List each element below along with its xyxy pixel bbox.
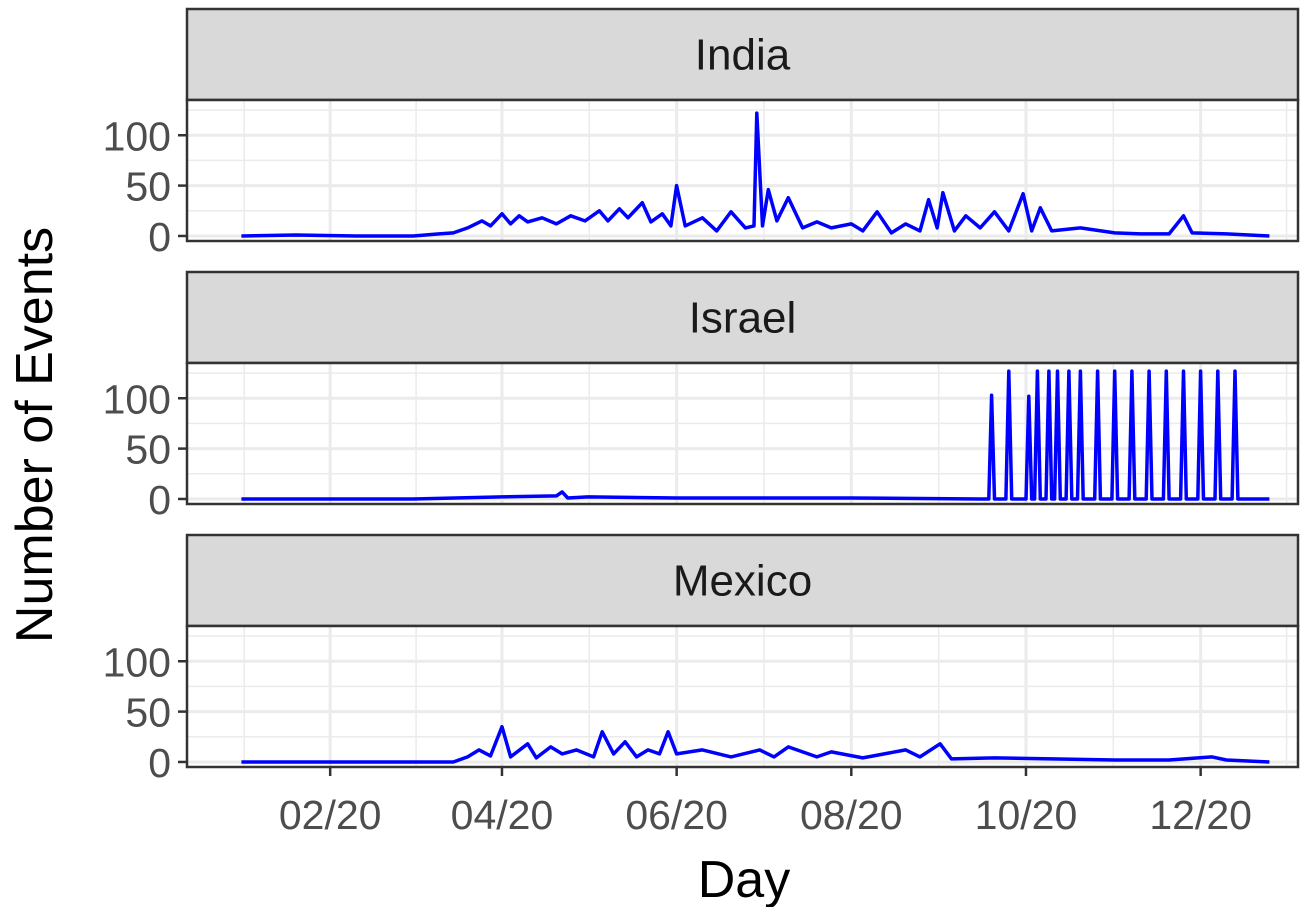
y-tick-label: 100 [103,639,171,685]
y-tick-label: 50 [125,164,171,210]
panel-border [185,361,1300,506]
y-tick-label: 100 [103,113,171,159]
facet-panel-israel: Israel 050 100 [103,270,1300,523]
x-axis-title: Day [698,851,790,907]
facet-strip-label: India [695,31,791,80]
series-line-israel [241,369,1270,501]
y-axis-title: Number of Events [6,227,64,643]
x-tick-label: 06/20 [625,792,728,838]
plot-background [187,100,1298,241]
x-axis: 02/20 04/20 06/20 08/20 10/20 12/20 [279,767,1252,838]
facet-strip-label: Mexico [673,557,812,606]
facet-strip-background [185,533,1300,628]
facet-panel-india: India 050 100 [103,7,1300,260]
panel-border [185,98,1300,243]
facet-panel-mexico: Mexico 050 100 [103,533,1300,786]
y-tick-label: 100 [103,376,171,422]
x-tick-label: 12/20 [1149,792,1252,838]
x-tick-label: 04/20 [451,792,554,838]
y-tick-label: 0 [148,740,171,786]
x-tick-label: 08/20 [800,792,903,838]
series-line-mexico [241,724,1270,764]
plot-background [187,626,1298,767]
facet-strip-label: Israel [689,294,797,343]
facet-strip-background [185,7,1300,102]
y-tick-label: 0 [148,477,171,523]
panel-border [185,624,1300,769]
y-tick-label: 50 [125,690,171,736]
y-tick-label: 0 [148,214,171,260]
series-line-india [241,111,1270,238]
y-tick-label: 50 [125,427,171,473]
facet-strip-background [185,270,1300,365]
x-tick-label: 10/20 [975,792,1078,838]
x-tick-label: 02/20 [279,792,382,838]
